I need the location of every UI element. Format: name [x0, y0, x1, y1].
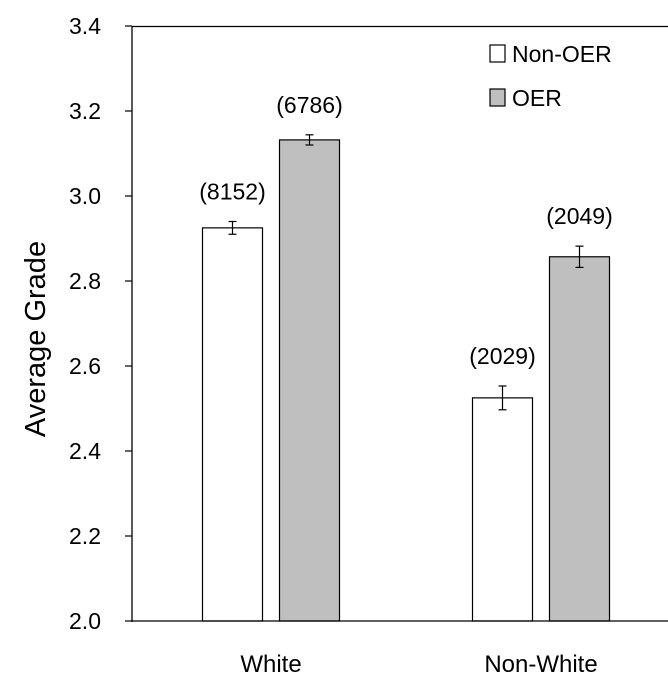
data-label: (2029) [469, 343, 535, 369]
x-category-labels: White Non-White [240, 651, 597, 675]
y-tick-label: 2.6 [69, 353, 101, 379]
data-label: (8152) [199, 179, 265, 205]
bar-oer-non-white [548, 256, 611, 622]
axes-layer [131, 25, 668, 622]
data-label: (2049) [546, 203, 612, 229]
error-bar [498, 385, 507, 411]
y-tick-label: 2.2 [69, 523, 101, 549]
bar-non-oer-white [201, 227, 264, 622]
y-tick-label: 2.4 [69, 438, 101, 464]
data-label: (6786) [276, 92, 342, 118]
bar-non-oer-non-white [471, 397, 534, 622]
bars-layer [201, 134, 611, 622]
x-category-label: Non-White [484, 651, 597, 675]
error-bar [228, 220, 237, 235]
y-tick-label: 3.2 [69, 98, 101, 124]
y-ticks: 2.0 2.2 2.4 2.6 2.8 3.0 3.2 3.4 [69, 13, 132, 634]
legend-label-non-oer: Non-OER [512, 41, 612, 67]
y-tick-label: 2.0 [69, 608, 101, 634]
legend-label-oer: OER [512, 85, 562, 111]
data-labels: (8152) (6786) (2029) (2049) [199, 92, 612, 369]
y-tick-label: 2.8 [69, 268, 101, 294]
legend-swatch-oer [489, 88, 506, 107]
bar-oer-white [278, 139, 341, 622]
y-tick-label: 3.0 [69, 183, 101, 209]
x-category-label: White [240, 651, 301, 675]
legend-swatch-non-oer [489, 44, 506, 63]
y-axis-title: Average Grade [20, 241, 52, 437]
error-bar [305, 134, 314, 146]
y-tick-label: 3.4 [69, 13, 101, 39]
legend: Non-OER OER [489, 41, 612, 111]
error-bar [575, 245, 584, 268]
